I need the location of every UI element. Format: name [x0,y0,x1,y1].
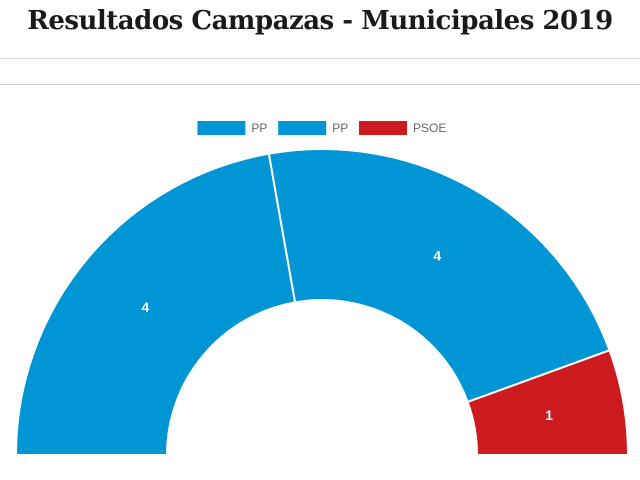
legend-swatch-2 [278,121,327,135]
chart-value-labels: 4 4 1 [142,247,554,423]
legend-swatch-1 [197,121,246,135]
segment-value-label-2: 4 [433,247,441,263]
segment-pp-2 [267,148,611,404]
segment-pp-1 [14,152,297,456]
legend-label-3: PSOE [413,121,446,135]
chart-legend: PP PP PSOE [197,121,446,135]
legend-label-1: PP [251,121,267,135]
legend-label-2: PP [332,121,348,135]
segment-value-label-3: 1 [545,407,553,423]
chart-segments [14,148,630,456]
page-title: Resultados Campazas - Municipales 2019 [27,6,613,36]
title-divider-top [0,58,640,59]
legend-swatch-3 [359,121,407,135]
title-divider-bottom [0,84,640,85]
segment-psoe-3 [466,349,630,456]
segment-value-label-1: 4 [142,299,150,315]
